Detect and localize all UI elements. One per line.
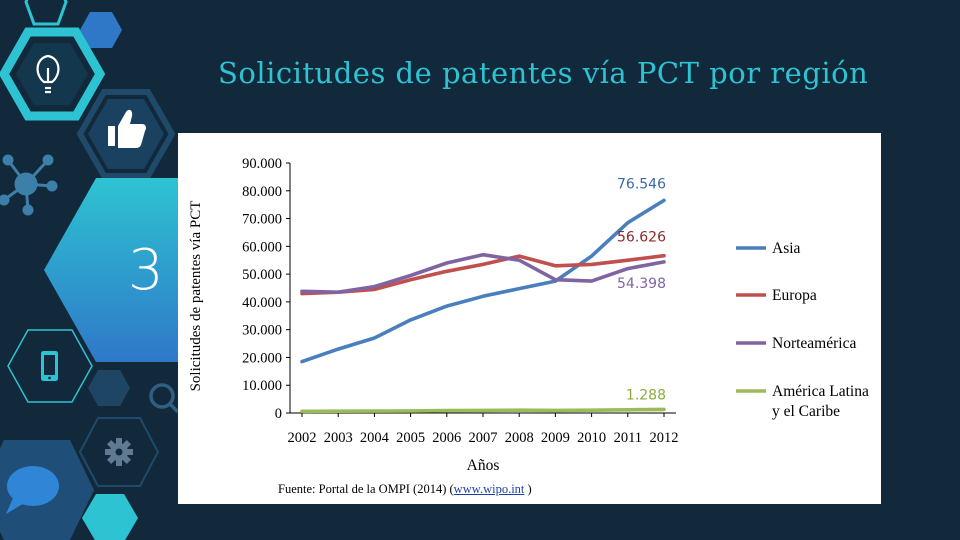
y-axis-label: Solicitudes de patentes vía PCT [188,201,204,392]
search-icon [149,383,180,414]
series-line-norteam-rica [300,252,666,294]
chart-panel: 0 10.000 20.000 30.000 40.000 50.000 60.000 70.… [178,133,881,504]
y-tick-label: 50.000 [242,267,282,283]
x-tick-label: 2002 [288,430,317,446]
hex-teal-ring [0,27,106,121]
series-end-label: 1.288 [626,387,666,403]
series-end-label: 54.398 [617,276,666,292]
x-tick-label: 2005 [396,430,425,446]
slide-title: Solicitudes de patentes vía PCT por regi… [218,56,869,90]
x-axis-label: Años [467,457,500,474]
source-prefix: Fuente: Portal de la OMPI (2014) ( [278,482,454,496]
y-tick-label: 0 [275,406,282,422]
x-tick-label: 2008 [505,430,534,446]
y-tick-label: 10.000 [242,378,282,394]
y-tick-label: 20.000 [242,350,282,366]
smartphone-icon [41,351,58,381]
network-icon [0,154,58,216]
x-tick-label: 2006 [432,430,461,446]
legend-label: Norteamérica [772,335,856,352]
hex-gear [78,417,160,487]
hex-teal-bottom [82,494,138,540]
x-tick-label: 2007 [469,430,498,446]
hex-outline-top [24,0,68,26]
series-line-europa [300,253,666,296]
y-tick-label: 40.000 [242,295,282,311]
legend-label: América Latina [772,383,869,400]
series-line-am-rica-latina-y-el-caribe [300,407,666,414]
x-tick-label: 2012 [650,430,679,446]
legend-label: y el Caribe [772,403,840,420]
legend-label: Europa [772,287,817,304]
decorative-hexagons [0,0,200,540]
source-suffix: ) [524,482,532,496]
hex-blue-small [80,12,122,48]
x-tick-label: 2004 [360,430,390,446]
thumbs-up-icon [108,109,146,148]
x-tick-label: 2010 [577,430,606,446]
x-tick-label: 2003 [324,430,353,446]
speech-bubble-icon [6,466,59,514]
hex-teal-fill [16,43,88,105]
hex-navy-small [88,370,130,406]
y-tick-label: 30.000 [242,323,282,339]
series-end-label: 76.546 [617,176,666,192]
hex-thumbs [76,89,176,179]
gear-icon [105,438,133,466]
source-link[interactable]: www.wipo.int [453,482,525,496]
patents-line-chart: 0 10.000 20.000 30.000 40.000 50.000 60.000 70.… [188,156,869,474]
legend-label: Asia [772,240,801,257]
x-tick-label: 2009 [541,430,570,446]
lightbulb-icon [36,54,60,94]
hex-phone [7,329,93,403]
x-tick-label: 2011 [614,430,642,446]
hex-number [44,178,200,362]
source-note: Fuente: Portal de la OMPI (2014) (www.wi… [278,482,532,497]
series-end-label: 56.626 [617,230,666,246]
y-tick-label: 60.000 [242,239,282,255]
series-line-asia [300,198,666,364]
y-tick-label: 70.000 [242,212,282,228]
y-tick-label: 80.000 [242,184,282,200]
y-tick-label: 90.000 [242,156,282,172]
slide-number: 3 [128,238,164,303]
